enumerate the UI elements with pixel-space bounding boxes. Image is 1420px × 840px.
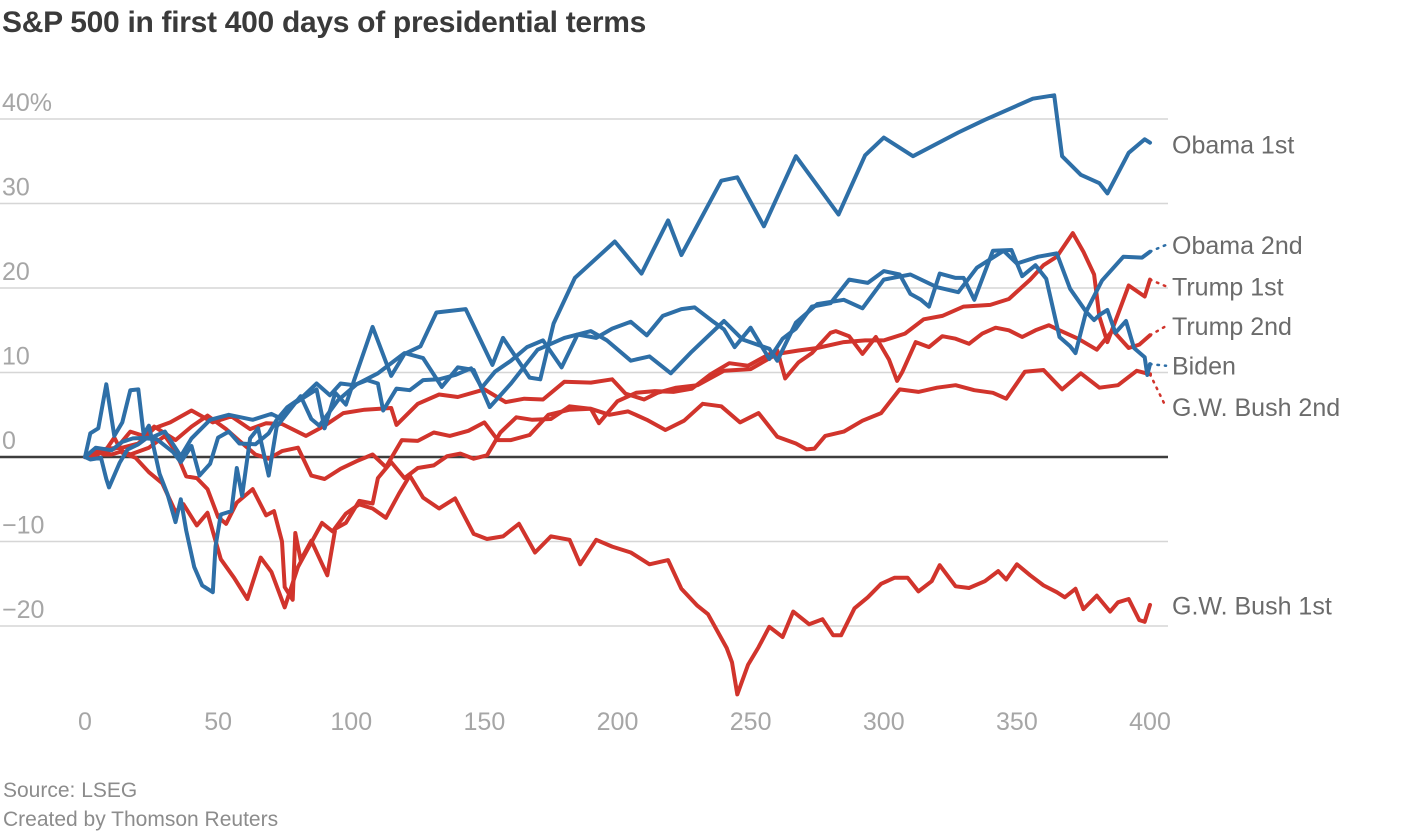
credit-line: Created by Thomson Reuters (3, 808, 279, 831)
x-tick-label: 200 (597, 708, 639, 736)
series-label-biden: Biden (1172, 353, 1236, 381)
x-tick-label: 0 (78, 708, 92, 736)
x-tick-label: 350 (996, 708, 1038, 736)
series-line-trump-1st (83, 231, 1152, 459)
y-tick-label: −10 (2, 512, 44, 540)
y-tick-label: 30 (2, 174, 30, 202)
leader-line-trump-2nd (1148, 324, 1168, 337)
y-tick-label: −20 (2, 596, 44, 624)
x-tick-label: 250 (730, 708, 772, 736)
y-tick-label: 10 (2, 343, 30, 371)
y-tick-label: 20 (2, 258, 30, 286)
series-line-obama-1st (83, 93, 1152, 595)
x-tick-label: 50 (204, 708, 232, 736)
y-tick-label: 40% (2, 89, 52, 117)
leader-line-trump-1st (1148, 278, 1168, 288)
leader-line-g-w-bush-2nd (1148, 372, 1168, 409)
leader-line-biden (1148, 362, 1168, 367)
source-line: Source: LSEG (3, 779, 138, 802)
y-tick-label: 0 (2, 427, 16, 455)
series-label-g-w-bush-1st: G.W. Bush 1st (1172, 593, 1332, 621)
x-tick-label: 150 (464, 708, 506, 736)
x-tick-label: 100 (330, 708, 372, 736)
series-line-biden (83, 248, 1152, 490)
series-label-obama-2nd: Obama 2nd (1172, 232, 1303, 260)
series-line-g-w-bush-1st (83, 435, 1152, 697)
series-label-trump-1st: Trump 1st (1172, 273, 1284, 301)
leader-line-obama-2nd (1148, 243, 1168, 253)
source-note: Source: LSEG Created by Thomson Reuters (3, 776, 278, 834)
x-tick-label: 300 (863, 708, 905, 736)
x-tick-label: 400 (1129, 708, 1171, 736)
series-line-trump-2nd (83, 323, 1152, 602)
series-label-g-w-bush-2nd: G.W. Bush 2nd (1172, 394, 1340, 422)
series-label-obama-1st: Obama 1st (1172, 131, 1294, 159)
series-label-trump-2nd: Trump 2nd (1172, 313, 1292, 341)
chart-title: S&P 500 in first 400 days of presidentia… (2, 6, 646, 39)
